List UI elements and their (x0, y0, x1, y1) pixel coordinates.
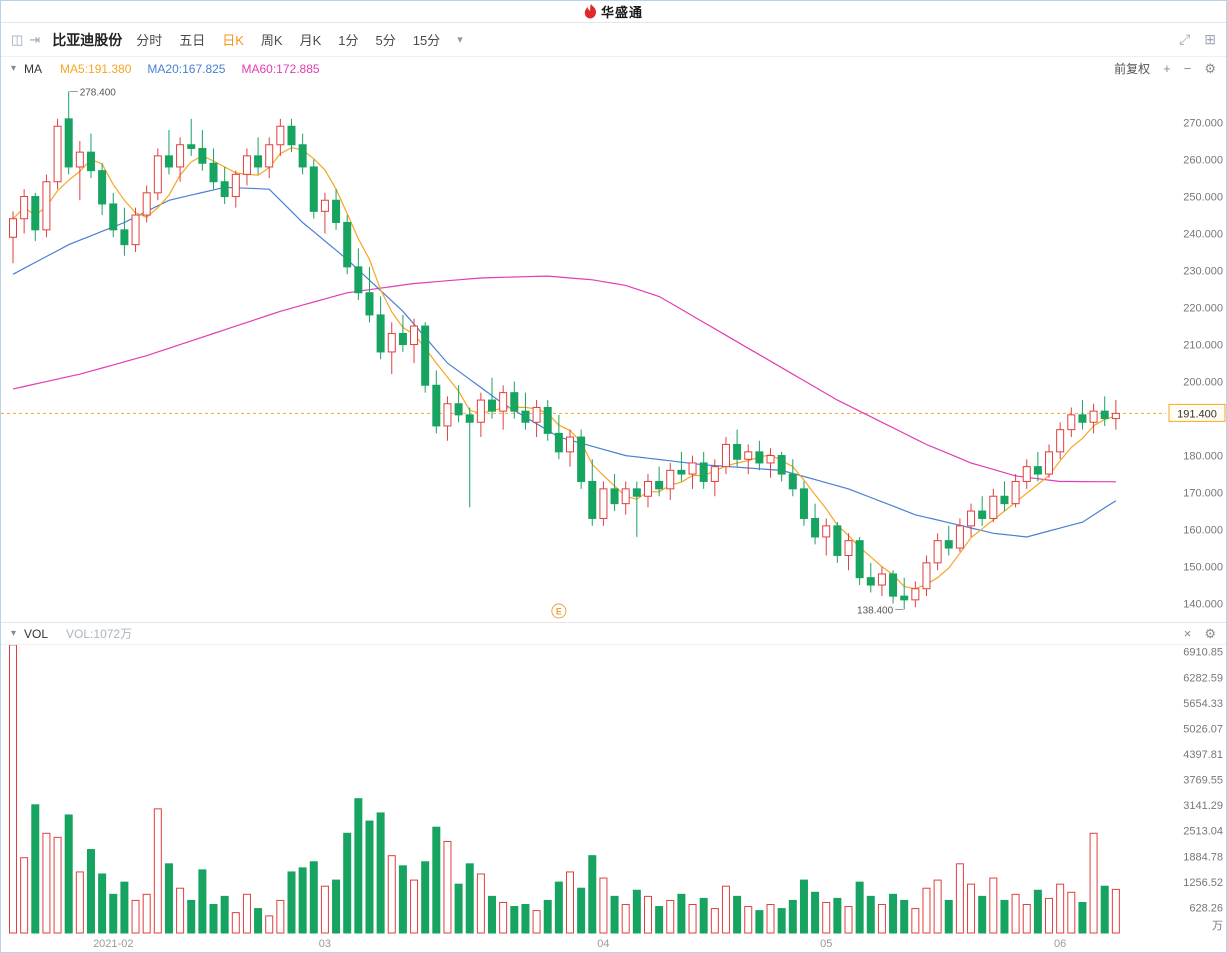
time-axis: 2021-02 03 04 05 06 (1, 936, 1226, 952)
svg-text:万: 万 (1212, 920, 1223, 932)
tab-15min[interactable]: 15分 (412, 33, 441, 48)
svg-text:240.000: 240.000 (1183, 229, 1223, 241)
collapse-panel-icon[interactable]: ⇥ (29, 31, 41, 47)
vol-indicator-bar: ▾ VOL VOL:1072万 × ⚙ (1, 622, 1226, 645)
multi-chart-icon[interactable]: ⊞ (1204, 31, 1216, 47)
svg-text:270.000: 270.000 (1183, 118, 1223, 130)
toolbar-right: ⤢ ⊞ (1179, 31, 1216, 48)
svg-text:138.400: 138.400 (857, 605, 894, 616)
svg-text:140.000: 140.000 (1183, 599, 1223, 611)
tab-monthly-k[interactable]: 月K (299, 33, 322, 48)
vol-label: VOL (24, 626, 49, 641)
tab-5min[interactable]: 5分 (375, 33, 396, 48)
svg-text:5654.33: 5654.33 (1183, 698, 1223, 710)
settings-gear-icon[interactable]: ⚙ (1204, 60, 1216, 76)
svg-text:1256.52: 1256.52 (1183, 877, 1223, 889)
tab-weekly-k[interactable]: 周K (260, 33, 283, 48)
chart-toolbar: ◫ ⇥ 比亚迪股份 分时 五日 日K 周K 月K 1分 5分 15分 ▾ ⤢ ⊞ (1, 23, 1226, 57)
vol-value: VOL:1072万 (66, 627, 133, 641)
more-periods-caret-icon[interactable]: ▾ (457, 34, 463, 46)
svg-text:150.000: 150.000 (1183, 562, 1223, 574)
app-logo: 华盛通 (584, 2, 643, 21)
svg-text:E: E (556, 607, 562, 617)
svg-text:200.000: 200.000 (1183, 377, 1223, 389)
fullscreen-icon[interactable]: ⤢ (1179, 31, 1191, 47)
tab-minute[interactable]: 分时 (136, 33, 163, 48)
period-tabs: 分时 五日 日K 周K 月K 1分 5分 15分 ▾ (136, 30, 463, 49)
ma-label: MA (24, 61, 43, 76)
time-axis-label: 04 (597, 938, 610, 950)
vol-settings-gear-icon[interactable]: ⚙ (1204, 625, 1216, 641)
svg-text:230.000: 230.000 (1183, 266, 1223, 278)
price-chart[interactable]: 270.000 260.000 250.000 240.000 230.000 220.0… (1, 80, 1226, 622)
volume-chart[interactable]: 6910.85 6282.59 5654.33 5026.07 4397.81 3769.… (1, 645, 1226, 936)
tab-five-day[interactable]: 五日 (179, 33, 206, 48)
vol-collapse-caret-icon[interactable]: ▾ (11, 628, 17, 639)
zoom-in-icon[interactable]: + (1163, 61, 1171, 76)
svg-text:4397.81: 4397.81 (1183, 749, 1223, 761)
tab-1min[interactable]: 1分 (338, 33, 359, 48)
chart-controls: 前复权 + − ⚙ (1114, 60, 1216, 77)
time-axis-label: 03 (318, 938, 332, 950)
svg-text:3769.55: 3769.55 (1183, 775, 1223, 787)
svg-text:278.400: 278.400 (80, 87, 117, 98)
svg-text:1884.78: 1884.78 (1183, 851, 1223, 863)
ma60-value: MA60:172.885 (241, 61, 320, 76)
svg-text:3141.29: 3141.29 (1183, 800, 1223, 812)
stock-name: 比亚迪股份 (52, 31, 123, 48)
time-axis-label: 2021-02 (93, 938, 134, 950)
svg-text:260.000: 260.000 (1183, 155, 1223, 167)
flame-icon (584, 4, 596, 19)
close-panel-icon[interactable]: × (1183, 626, 1192, 641)
svg-text:210.000: 210.000 (1183, 340, 1223, 352)
svg-text:180.000: 180.000 (1183, 451, 1223, 463)
time-axis-label: 05 (820, 938, 833, 950)
svg-text:250.000: 250.000 (1183, 192, 1223, 204)
vol-controls: × ⚙ (1184, 626, 1216, 642)
svg-text:2513.04: 2513.04 (1183, 826, 1223, 838)
adjust-mode-button[interactable]: 前复权 (1114, 62, 1151, 76)
app-header: 华盛通 (1, 1, 1226, 23)
svg-text:6910.85: 6910.85 (1183, 647, 1223, 659)
svg-text:160.000: 160.000 (1183, 525, 1223, 537)
ma-indicator-bar: ▾ MA MA5:191.380 MA20:167.825 MA60:172.8… (1, 57, 1226, 80)
svg-text:5026.07: 5026.07 (1183, 723, 1223, 735)
app-title: 华盛通 (600, 5, 643, 20)
zoom-out-icon[interactable]: − (1183, 61, 1192, 76)
ma5-value: MA5:191.380 (60, 61, 132, 76)
svg-text:170.000: 170.000 (1183, 488, 1223, 500)
ma-collapse-caret-icon[interactable]: ▾ (11, 63, 17, 74)
tab-daily-k[interactable]: 日K (222, 33, 244, 48)
svg-text:220.000: 220.000 (1183, 303, 1223, 315)
ma20-value: MA20:167.825 (147, 61, 226, 76)
svg-text:6282.59: 6282.59 (1183, 672, 1223, 684)
panel-layout-icon[interactable]: ◫ (11, 31, 24, 47)
time-axis-label: 06 (1054, 938, 1067, 950)
svg-text:191.400: 191.400 (1177, 408, 1217, 420)
svg-text:628.26: 628.26 (1189, 902, 1223, 914)
